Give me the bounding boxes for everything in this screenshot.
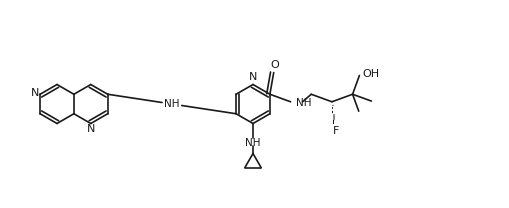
Text: NH: NH [245, 139, 260, 149]
Text: OH: OH [362, 69, 379, 79]
Text: NH: NH [295, 98, 310, 108]
Text: O: O [270, 59, 278, 70]
Text: NH: NH [164, 99, 179, 109]
Text: N: N [248, 72, 257, 82]
Text: N: N [31, 88, 39, 98]
Text: N: N [87, 125, 95, 135]
Text: F: F [332, 126, 338, 136]
